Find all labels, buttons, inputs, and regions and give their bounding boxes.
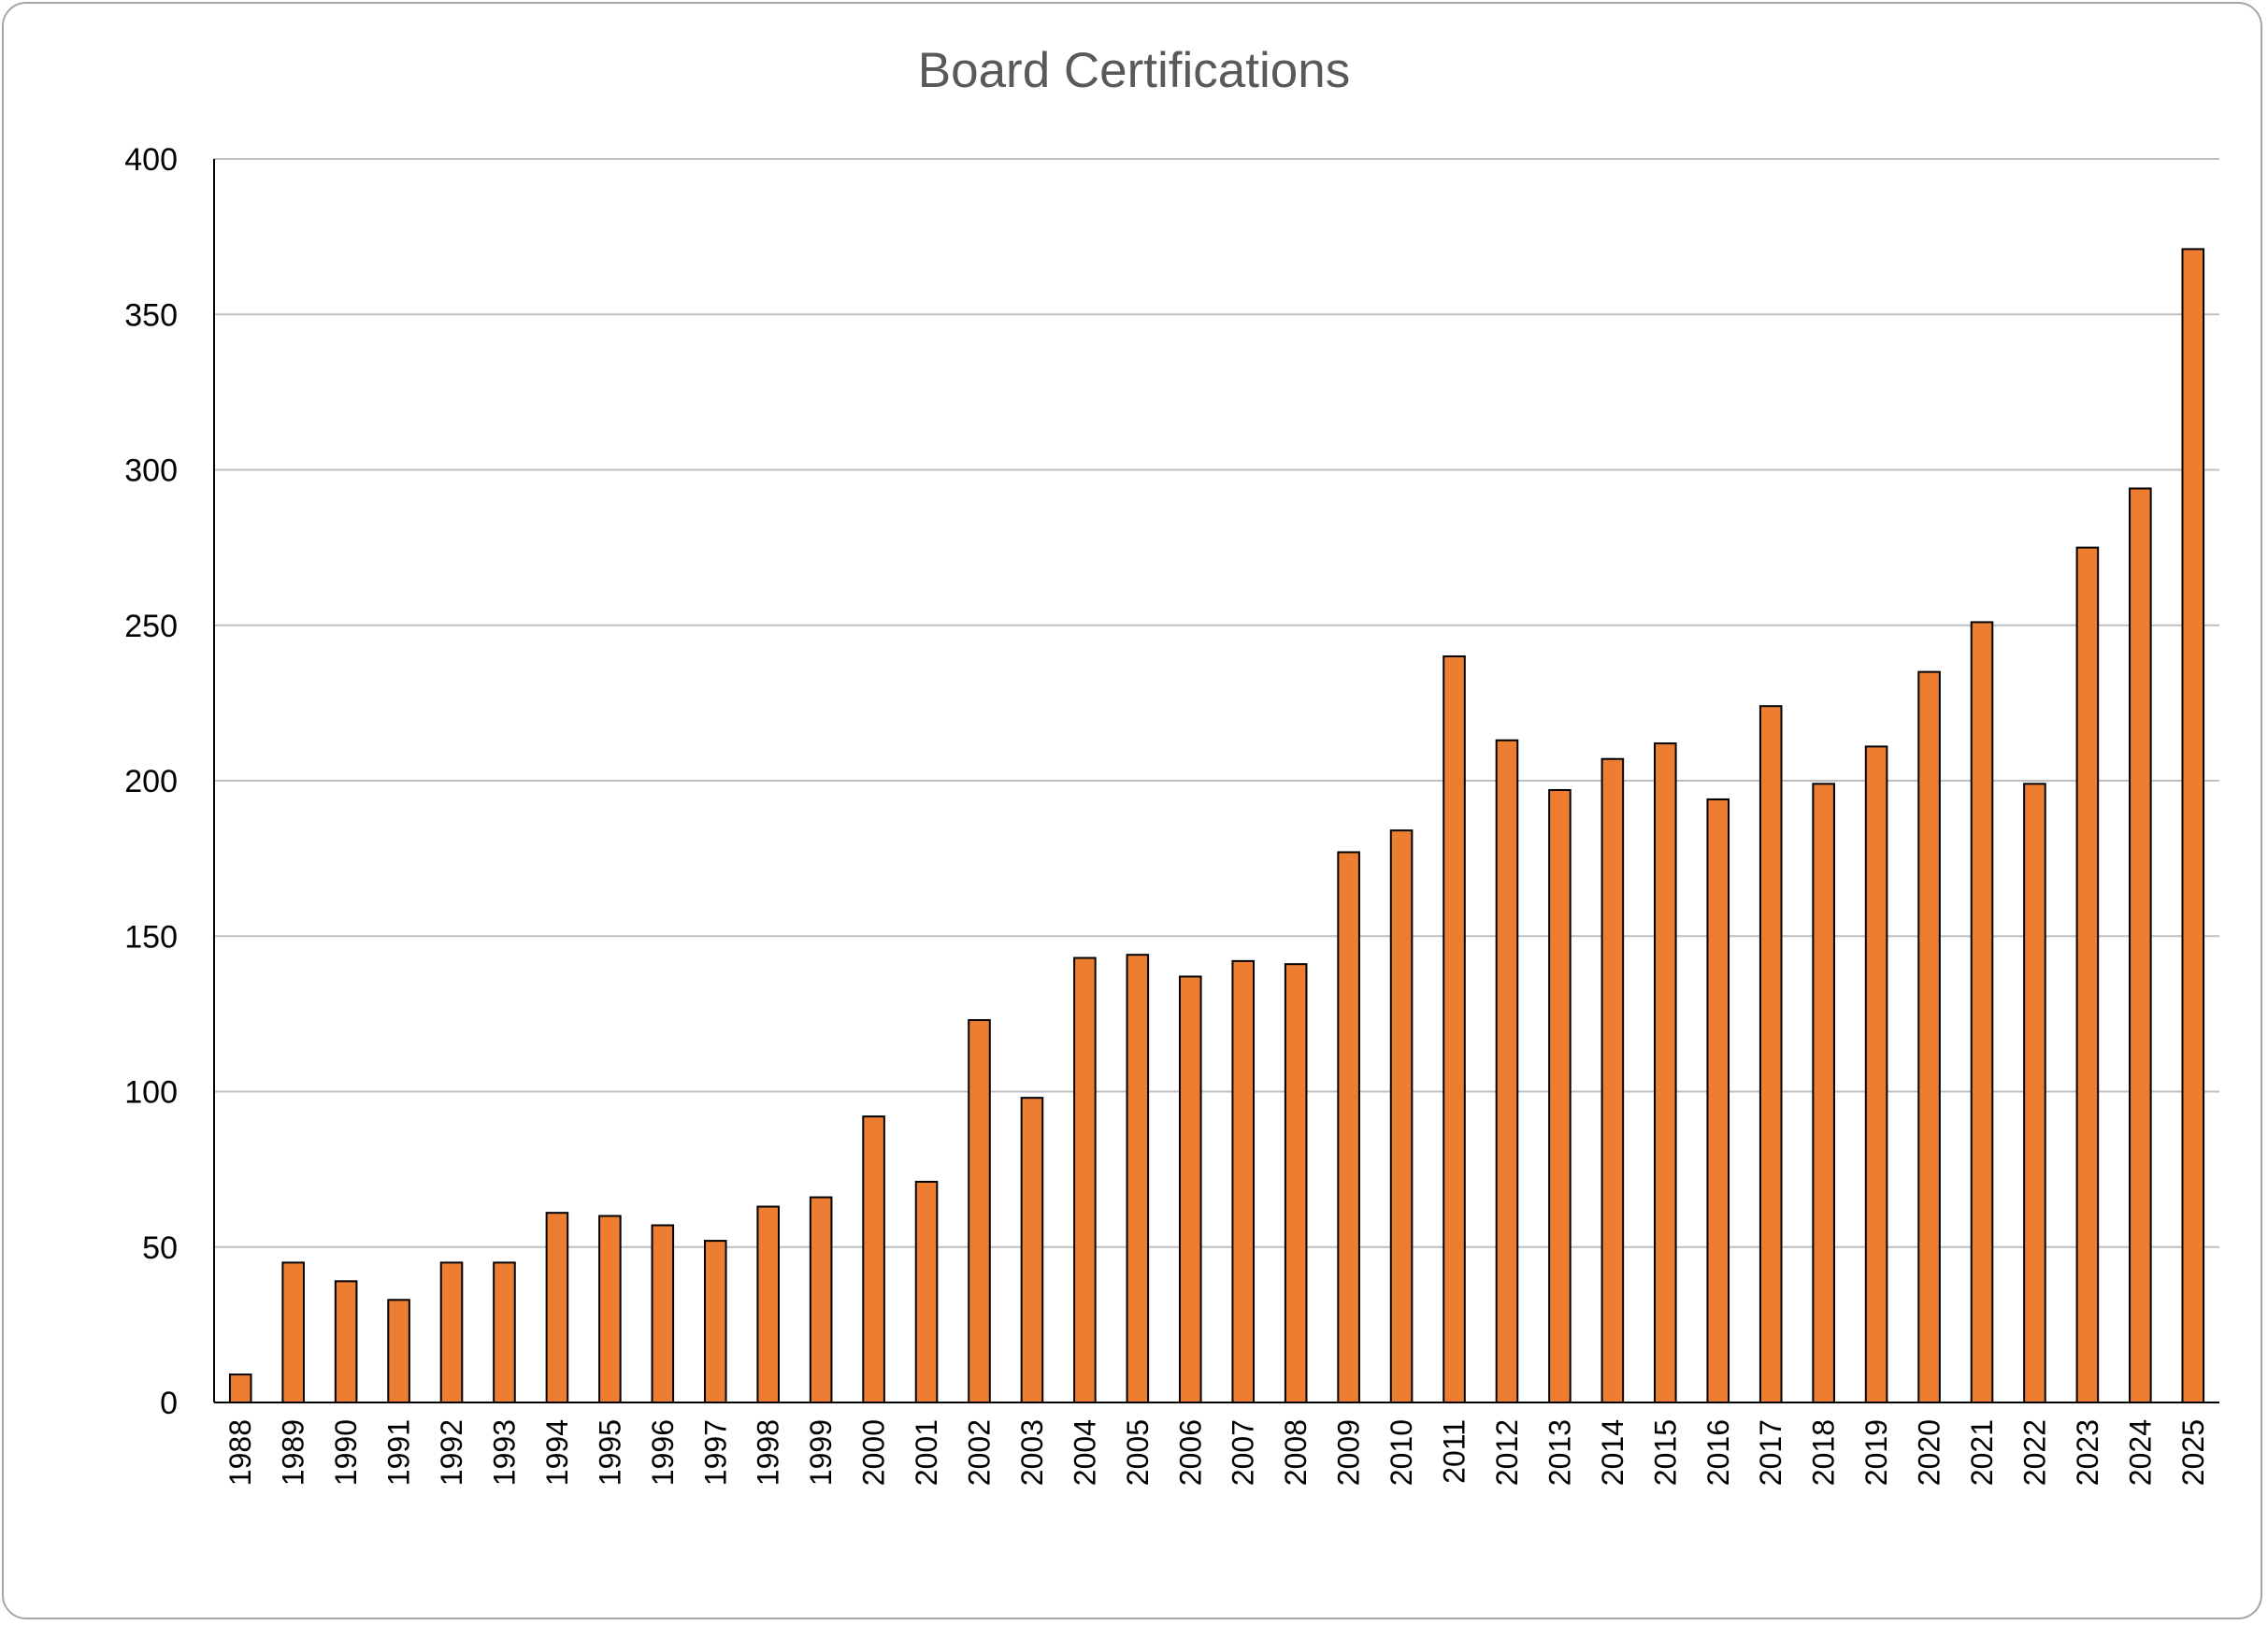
y-tick-label: 200 [124,764,178,799]
bar [2023,783,2046,1403]
x-tick-label: 2010 [1385,1419,1418,1486]
bar [914,1180,939,1404]
bar [862,1115,885,1403]
bar [1970,621,1994,1403]
bar [1917,670,1941,1403]
bar [1864,745,1888,1403]
x-tick-label: 2019 [1859,1419,1893,1486]
y-tick-label: 100 [124,1075,178,1111]
bar [1548,788,1572,1403]
bar [1337,851,1360,1403]
bar [1020,1097,1044,1404]
x-tick-label: 1990 [329,1419,363,1486]
x-tick-label: 1995 [593,1419,626,1486]
x-tick-label: 1999 [804,1419,838,1486]
x-tick-label: 2024 [2123,1419,2157,1486]
bar [651,1224,675,1403]
x-tick-label: 2002 [962,1419,996,1486]
bar [1284,963,1308,1404]
bar [1126,954,1150,1403]
bar [281,1261,305,1403]
bar [1389,829,1414,1403]
bar [1231,959,1256,1403]
bar [1812,783,1835,1403]
x-tick-label: 1998 [752,1419,785,1486]
x-tick-label: 1997 [698,1419,732,1486]
x-tick-label: 2014 [1596,1419,1629,1486]
bar [598,1215,622,1403]
bar [228,1373,252,1403]
bar [1443,655,1466,1403]
bar [2075,546,2100,1403]
bar [1073,956,1097,1404]
x-tick-label: 2020 [1913,1419,1946,1486]
y-tick-label: 350 [124,297,178,333]
bar [334,1280,358,1403]
x-tick-label: 2016 [1701,1419,1735,1486]
y-tick-label: 400 [124,142,178,178]
x-tick-label: 2004 [1068,1419,1101,1486]
y-tick-label: 300 [124,453,178,489]
x-tick-label: 2013 [1543,1419,1576,1486]
bar [387,1299,410,1404]
x-tick-label: 2025 [2176,1419,2210,1486]
x-tick-label: 1993 [487,1419,521,1486]
bar [1495,739,1519,1403]
x-tick-label: 2021 [1965,1419,1999,1486]
x-tick-label: 2012 [1490,1419,1524,1486]
bar [703,1240,727,1403]
x-tick-label: 2015 [1648,1419,1682,1486]
x-tick-label: 2006 [1173,1419,1207,1486]
bar [2181,248,2205,1403]
bar [1758,705,1783,1403]
bar [809,1196,833,1404]
y-tick-label: 250 [124,609,178,644]
x-tick-label: 1994 [540,1419,574,1486]
y-tick-label: 0 [160,1386,178,1421]
x-tick-label: 2009 [1332,1419,1366,1486]
x-tick-label: 2018 [1807,1419,1841,1486]
x-tick-label: 1991 [382,1419,416,1486]
x-tick-label: 1988 [223,1419,257,1486]
axes [213,159,2219,1403]
x-tick-label: 2011 [1438,1419,1471,1484]
bar [545,1212,569,1404]
bar [1654,742,1677,1403]
bar [968,1019,991,1404]
x-tick-label: 2001 [910,1419,943,1486]
x-tick-label: 2007 [1227,1419,1260,1486]
x-tick-label: 2023 [2071,1419,2104,1486]
y-tick-label: 50 [142,1230,178,1266]
x-tick-label: 1996 [646,1419,680,1486]
bar [1178,975,1202,1403]
x-tick-label: 1989 [277,1419,310,1486]
x-tick-label: 2000 [857,1419,891,1486]
bar [493,1261,516,1403]
bar [2129,487,2152,1403]
x-tick-label: 2022 [2017,1419,2051,1486]
x-tick-label: 2005 [1121,1419,1155,1486]
bar [1706,798,1730,1403]
bar [1601,757,1625,1403]
x-tick-label: 1992 [435,1419,468,1486]
x-tick-label: 2017 [1754,1419,1787,1486]
y-tick-label: 150 [124,919,178,955]
y-axis-ticks: 0 50 100 150 200 250 300 350 400 [124,142,178,1421]
bar [439,1261,464,1403]
x-axis-labels: 1988 1989 1990 1991 1992 1993 1994 1995 1996 1997… [223,1419,2210,1486]
chart-title: Board Certifications [918,43,1350,98]
bars [228,248,2205,1404]
x-tick-label: 2003 [1015,1419,1049,1486]
bar [756,1205,780,1404]
x-tick-label: 2008 [1279,1419,1313,1486]
